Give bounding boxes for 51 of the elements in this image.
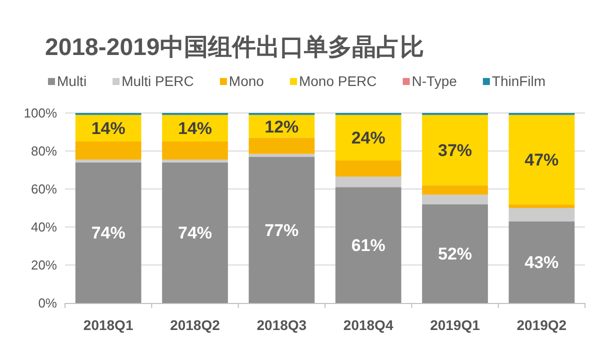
x-tick-label: 2018Q4 [343,317,394,333]
legend-label: N-Type [412,73,458,89]
bar [75,142,142,160]
bar [75,160,142,162]
data-label: 47% [524,150,559,170]
bar [162,160,228,162]
bar [335,114,402,160]
data-label: 24% [351,128,386,148]
bar [335,160,402,177]
x-tick-label: 2018Q3 [256,317,307,333]
legend-label: Mono [228,73,264,89]
bar [248,138,315,154]
y-tick-label: 100% [24,106,58,120]
data-label: 37% [438,141,472,160]
bar [422,185,488,195]
data-label: 52% [438,244,472,264]
y-tick-label: 20% [30,258,58,272]
y-tick-label: 0% [38,296,58,310]
data-label: 14% [178,119,212,138]
chart-title: 2018-2019中国组件出口单多晶占比 [45,34,424,61]
data-label: 61% [351,236,386,256]
x-tick-label: 2018Q2 [170,317,220,333]
bar [335,176,402,188]
bar [162,162,228,303]
x-tick-label: 2018Q1 [83,317,134,333]
legend-label: Multi [57,73,87,89]
legend-label: Mono PERC [298,73,377,89]
y-tick-label: 80% [30,144,58,158]
bar [335,187,402,303]
data-label: 43% [524,253,559,272]
legend-label: ThinFilm [492,73,546,89]
data-label: 14% [91,119,126,138]
data-label: 74% [91,224,126,243]
bar [422,194,488,204]
bar [508,204,575,208]
bar [422,114,488,186]
bar [248,156,315,303]
x-tick-label: 2019Q1 [430,317,480,333]
bar [162,142,228,160]
legend-label: Multi PERC [122,73,194,89]
bar [508,114,575,204]
bar [422,204,488,303]
data-label: 74% [178,224,212,243]
data-label: 77% [264,220,299,240]
x-tick-label: 2019Q2 [516,317,567,333]
y-tick-label: 40% [30,220,58,234]
bar [508,221,575,303]
bar [508,208,575,222]
data-label: 12% [264,117,299,136]
bar [75,162,142,303]
y-tick-label: 60% [30,182,58,196]
